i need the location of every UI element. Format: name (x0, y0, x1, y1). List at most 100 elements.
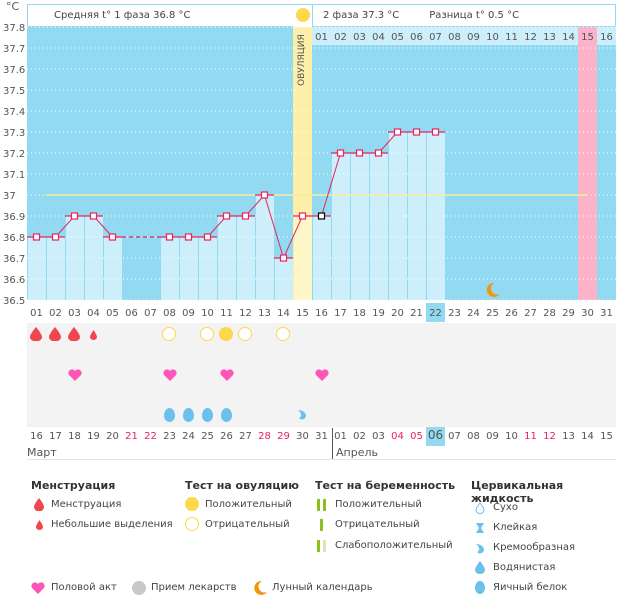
eggwhite-icon[interactable] (221, 408, 232, 422)
calendar-day[interactable]: 23 (163, 431, 176, 442)
y-tick-label: 37.6 (3, 65, 25, 76)
pregtest-positive-icon (317, 499, 327, 514)
creamy-icon[interactable] (297, 408, 307, 423)
calendar-day[interactable]: 19 (87, 431, 100, 442)
calendar-day[interactable]: 28 (258, 431, 271, 442)
cycle-day-label: 04 (87, 308, 100, 319)
calendar-day[interactable]: 16 (30, 431, 43, 442)
calendar-day[interactable]: 14 (581, 431, 594, 442)
ovtest-negative-icon[interactable] (238, 327, 252, 341)
legend-pregtest-negative: Отрицательный (335, 519, 420, 530)
top-day-label: 06 (410, 32, 423, 43)
calendar-day[interactable]: 13 (562, 431, 575, 442)
calendar-day[interactable]: 05 (410, 431, 423, 442)
calendar-day[interactable]: 09 (486, 431, 499, 442)
heart-icon[interactable] (315, 369, 329, 384)
y-tick-label: 37.5 (3, 86, 25, 97)
calendar-day[interactable]: 22 (144, 431, 157, 442)
temp-point (431, 128, 440, 136)
ovtest-positive-icon[interactable] (219, 327, 233, 341)
calendar-day[interactable]: 10 (505, 431, 518, 442)
calendar-day[interactable]: 11 (524, 431, 537, 442)
cycle-day-label: 14 (277, 308, 290, 319)
top-day-label: 01 (315, 32, 328, 43)
menstruation-icon[interactable] (90, 330, 97, 343)
ovtest-negative-icon[interactable] (276, 327, 290, 341)
month-label: Апрель (336, 446, 378, 459)
temp-point (89, 212, 98, 220)
calendar-day[interactable]: 02 (353, 431, 366, 442)
calendar-day[interactable]: 08 (467, 431, 480, 442)
calendar-day[interactable]: 21 (125, 431, 138, 442)
heart-icon[interactable] (163, 369, 177, 384)
heart-icon[interactable] (220, 369, 234, 384)
top-day-label: 12 (524, 32, 537, 43)
top-day-label: 16 (600, 32, 613, 43)
calendar-day[interactable]: 18 (68, 431, 81, 442)
legend-spotting: Небольшие выделения (51, 519, 173, 530)
symptom-row (27, 323, 616, 345)
temp-point (336, 149, 345, 157)
creamy-icon (475, 542, 485, 557)
heart-icon[interactable] (68, 369, 82, 384)
phase1-avg: Средняя t° 1 фаза 36.8 °C (54, 10, 191, 21)
y-tick-label: 37.8 (3, 23, 25, 34)
phase2-summary: 2 фаза 37.3 °C Разница t° 0.5 °C (312, 4, 616, 27)
calendar-day[interactable]: 30 (296, 431, 309, 442)
calendar-day[interactable]: 29 (277, 431, 290, 442)
legend-intercourse: Половой акт (51, 582, 117, 593)
calendar-day[interactable]: 01 (334, 431, 347, 442)
cycle-day-label: 03 (68, 308, 81, 319)
calendar-day[interactable]: 17 (49, 431, 62, 442)
eggwhite-icon[interactable] (164, 408, 175, 422)
ovtest-positive-icon (185, 497, 199, 511)
legend-cervical-title: Цервикальная жидкость (471, 479, 564, 505)
temp-point (298, 212, 307, 220)
cycle-day-label: 02 (49, 308, 62, 319)
y-tick-label: 36.8 (3, 233, 25, 244)
calendar-day[interactable]: 24 (182, 431, 195, 442)
cycle-day-label: 07 (144, 308, 157, 319)
eggwhite-icon[interactable] (183, 408, 194, 422)
legend-ovtest-positive: Положительный (205, 499, 292, 510)
ovtest-negative-icon[interactable] (200, 327, 214, 341)
calendar-day[interactable]: 04 (391, 431, 404, 442)
eggwhite-icon[interactable] (202, 408, 213, 422)
calendar-day[interactable]: 12 (543, 431, 556, 442)
calendar-day[interactable]: 26 (220, 431, 233, 442)
temp-bar (161, 237, 179, 300)
temp-point (260, 191, 269, 199)
calendar-day[interactable]: 15 (600, 431, 613, 442)
temp-bar (313, 216, 331, 300)
calendar-day[interactable]: 25 (201, 431, 214, 442)
calendar-day[interactable]: 31 (315, 431, 328, 442)
temp-bar (332, 153, 350, 300)
calendar-day[interactable]: 03 (372, 431, 385, 442)
calendar-day[interactable]: 27 (239, 431, 252, 442)
temp-difference: Разница t° 0.5 °C (429, 10, 520, 21)
pill-icon (132, 581, 146, 595)
legend-menstruation-title: Менструация (31, 479, 116, 492)
moon-icon (252, 580, 268, 599)
cycle-day-label: 12 (239, 308, 252, 319)
temp-point (70, 212, 79, 220)
cycle-day-label: 01 (30, 308, 43, 319)
legend-pregtest-positive: Положительный (335, 499, 422, 510)
calendar-day[interactable]: 07 (448, 431, 461, 442)
temp-point (108, 233, 117, 241)
temp-point (165, 233, 174, 241)
unit-label: °C (6, 0, 20, 13)
ovulation-label: ОВУЛЯЦИЯ (297, 34, 307, 86)
temp-point (393, 128, 402, 136)
y-tick-label: 36.5 (3, 296, 25, 307)
calendar-day[interactable]: 06 (426, 427, 445, 446)
menstruation-icon[interactable] (68, 327, 80, 344)
cycle-day-label: 29 (562, 308, 575, 319)
temp-point (317, 212, 326, 220)
ovtest-negative-icon[interactable] (162, 327, 176, 341)
temp-bar (256, 195, 274, 300)
menstruation-icon[interactable] (30, 327, 42, 344)
divider (27, 459, 616, 460)
calendar-day[interactable]: 20 (106, 431, 119, 442)
menstruation-icon[interactable] (49, 327, 61, 344)
